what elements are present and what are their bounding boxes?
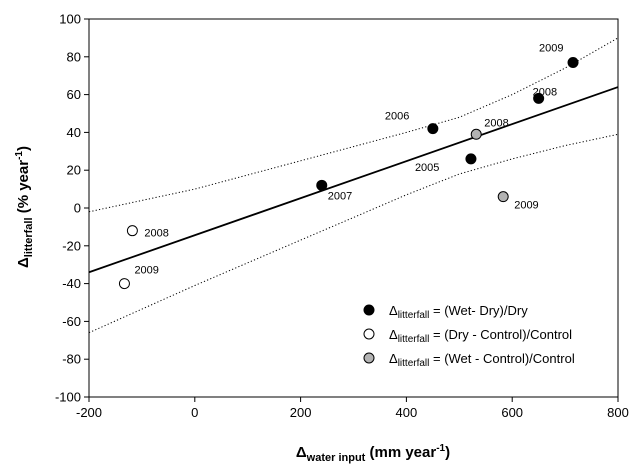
data-label: 2008	[144, 228, 168, 240]
x-axis-title-sub: water input	[306, 452, 366, 464]
y-axis-title-sup: -1	[14, 151, 25, 160]
legend: Δlitterfall = (Wet- Dry)/DryΔlitterfall …	[363, 303, 575, 369]
x-tick-label: 400	[396, 405, 418, 420]
legend-entry: Δlitterfall = (Dry - Control)/Control	[389, 327, 572, 345]
data-label: 2009	[539, 42, 563, 54]
y-axis-title-symbol: Δ	[15, 257, 32, 268]
legend-entry-symbol: Δ	[389, 351, 398, 366]
confidence-band	[88, 37, 619, 334]
legend-entry-sub: litterfall	[398, 310, 430, 321]
x-tick-label: -200	[76, 405, 102, 420]
data-point	[470, 128, 482, 140]
data-label: 2006	[385, 111, 409, 123]
data-label: 2009	[514, 200, 538, 212]
x-tick-label: 600	[501, 405, 523, 420]
axis-ticks: -200 0 200 400 600 800-100-80-60-40-200204060…	[55, 12, 629, 421]
y-tick-label: -100	[55, 390, 81, 405]
y-tick-label: 100	[59, 12, 81, 27]
data-point	[316, 179, 328, 191]
confidence-band-upper	[88, 37, 619, 213]
x-tick-label: 800	[607, 405, 629, 420]
y-axis-title-sub: litterfall	[23, 217, 35, 257]
x-tick-label: 0	[191, 405, 198, 420]
data-points	[118, 56, 579, 290]
y-tick-label: 0	[74, 201, 81, 216]
legend-entry-text: = (Wet- Dry)/Dry	[429, 303, 528, 318]
data-point	[567, 56, 579, 68]
x-axis-title-sup: -1	[436, 443, 445, 454]
legend-entry-sub: litterfall	[398, 358, 430, 369]
data-label: 2008	[484, 117, 508, 129]
x-axis-title-unit: (mm year	[365, 444, 436, 461]
y-axis-title-unit: (% year	[15, 160, 32, 218]
x-axis-title: Δwater input (mm year-1)	[296, 443, 450, 464]
legend-marker	[363, 328, 375, 340]
y-tick-label: 20	[67, 163, 81, 178]
legend-entry-text: = (Wet - Control)/Control	[429, 351, 574, 366]
x-axis-title-symbol: Δ	[296, 444, 307, 461]
x-tick-label: 200	[290, 405, 312, 420]
legend-entry-symbol: Δ	[389, 303, 398, 318]
data-point	[427, 123, 439, 135]
regression-line	[88, 86, 619, 274]
legend-entry: Δlitterfall = (Wet - Control)/Control	[389, 351, 575, 369]
y-tick-label: -40	[62, 276, 81, 291]
data-point	[118, 278, 130, 290]
y-tick-label: 40	[67, 125, 81, 140]
y-tick-label: -60	[62, 314, 81, 329]
x-axis-title-close: )	[445, 444, 450, 461]
y-tick-label: -80	[62, 352, 81, 367]
data-label: 2007	[328, 190, 352, 202]
data-label: 2009	[134, 265, 158, 277]
data-point	[126, 225, 138, 237]
y-tick-label: 60	[67, 87, 81, 102]
legend-entry-text: = (Dry - Control)/Control	[429, 327, 572, 342]
legend-marker	[363, 352, 375, 364]
y-tick-label: -20	[62, 238, 81, 253]
y-axis-title: Δlitterfall (% year-1)	[14, 146, 35, 268]
data-label: 2008	[533, 86, 557, 98]
legend-marker	[363, 304, 375, 316]
data-point	[533, 92, 545, 104]
legend-entry-sub: litterfall	[398, 334, 430, 345]
y-tick-label: 80	[67, 49, 81, 64]
data-label: 2005	[415, 162, 439, 174]
y-axis-title-close: )	[15, 146, 32, 151]
legend-entry: Δlitterfall = (Wet- Dry)/Dry	[389, 303, 528, 321]
data-point	[465, 153, 477, 165]
data-point	[497, 191, 509, 203]
regression-line-path	[88, 86, 619, 274]
point-labels: 2007 2006 2005 2008 2009 2008 2009 2008 2009	[134, 42, 563, 276]
legend-entry-symbol: Δ	[389, 327, 398, 342]
